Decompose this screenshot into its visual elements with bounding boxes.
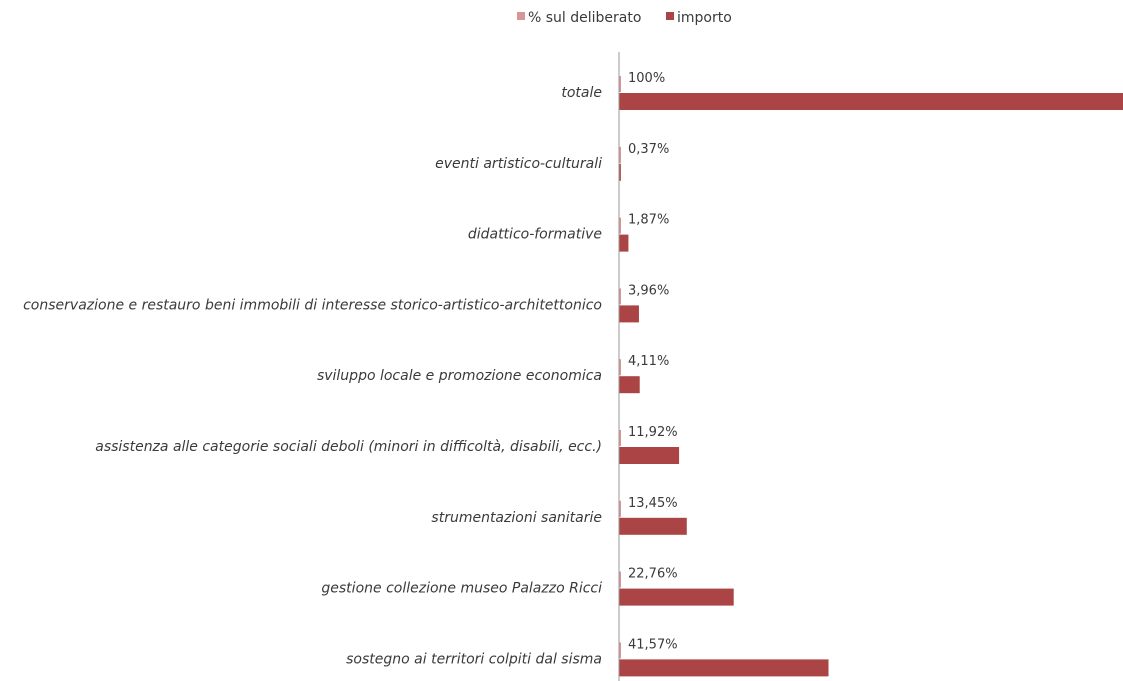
- bar-percent: [619, 146, 621, 163]
- data-label: 22,76%: [628, 567, 678, 582]
- data-label: 3,96%: [628, 283, 669, 298]
- bars: [619, 76, 1123, 677]
- bar-importo: [619, 376, 640, 394]
- category-label: eventi artistico-culturali: [435, 156, 602, 172]
- category-label: strumentazioni sanitarie: [431, 510, 602, 526]
- bar-percent: [619, 430, 621, 446]
- bar-percent: [619, 217, 621, 234]
- bar-percent: [619, 500, 621, 517]
- data-label: 13,45%: [628, 496, 678, 511]
- data-label: 41,57%: [628, 637, 678, 652]
- bar-importo: [619, 517, 687, 535]
- data-label: 11,92%: [628, 425, 678, 440]
- category-label: gestione collezione museo Palazzo Ricci: [321, 581, 602, 597]
- legend-label-importo: importo: [677, 10, 732, 26]
- bar-importo: [619, 659, 829, 677]
- data-labels: 100% 0,37% 1,87% 3,96% 4,11% 11,92% 13,45% 22,7…: [628, 71, 678, 652]
- bar-percent: [619, 571, 621, 588]
- bar-percent: [619, 288, 621, 305]
- bar-importo: [619, 305, 639, 323]
- category-label: assistenza alle categorie sociali deboli…: [95, 439, 602, 455]
- legend-swatch-percent: [517, 12, 525, 20]
- bar-percent: [619, 642, 621, 659]
- bar-importo: [619, 93, 1123, 110]
- bar-importo: [619, 447, 680, 464]
- data-label: 1,87%: [628, 213, 669, 228]
- data-label: 0,37%: [628, 142, 669, 157]
- data-label: 100%: [628, 71, 665, 86]
- legend-label-percent: % sul deliberato: [528, 10, 641, 26]
- category-label: totale: [561, 85, 602, 101]
- legend-swatch-importo: [666, 12, 674, 20]
- bar-percent: [619, 359, 621, 376]
- category-axis-labels: totale eventi artistico-culturali didattic…: [23, 85, 602, 667]
- category-label: conservazione e restauro beni immobili d…: [23, 297, 602, 313]
- category-label: sostegno ai territori colpiti dal sisma: [346, 651, 602, 667]
- data-label: 4,11%: [628, 354, 669, 369]
- bar-importo: [619, 234, 629, 252]
- chart-legend: % sul deliberato importo: [517, 10, 732, 26]
- bar-importo: [619, 588, 734, 606]
- category-label: sviluppo locale e promozione economica: [317, 368, 602, 384]
- bar-importo: [619, 163, 621, 181]
- category-label: didattico-formative: [468, 227, 602, 243]
- bar-percent: [619, 76, 621, 92]
